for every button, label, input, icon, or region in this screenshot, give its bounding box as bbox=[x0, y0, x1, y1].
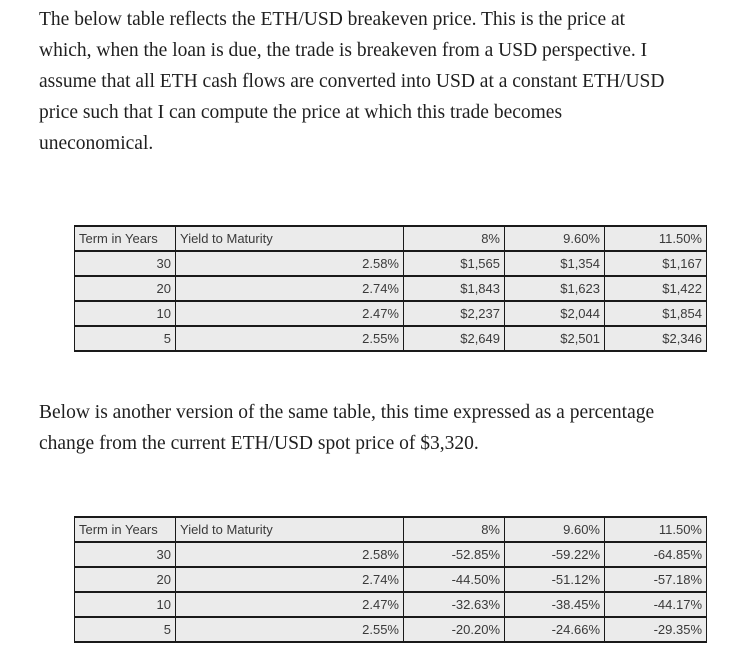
table-row: 30 2.58% $1,565 $1,354 $1,167 bbox=[74, 250, 707, 277]
cell-change-11-5pct: -64.85% bbox=[604, 541, 707, 568]
cell-change-9-6pct: -59.22% bbox=[504, 541, 605, 568]
paragraph-line: change from the current ETH/USD spot pri… bbox=[39, 433, 479, 454]
percentage-change-table: Term in Years Yield to Maturity 8% 9.60%… bbox=[74, 516, 707, 643]
table-row: 20 2.74% $1,843 $1,623 $1,422 bbox=[74, 275, 707, 302]
paragraph-line: uneconomical. bbox=[39, 133, 154, 154]
column-header-11-5pct: 11.50% bbox=[604, 225, 707, 252]
cell-price-9-6pct: $1,354 bbox=[504, 250, 605, 277]
column-header-ytm: Yield to Maturity bbox=[175, 225, 404, 252]
cell-change-8pct: -52.85% bbox=[403, 541, 505, 568]
column-header-term: Term in Years bbox=[74, 225, 176, 252]
table-header-row: Term in Years Yield to Maturity 8% 9.60%… bbox=[74, 225, 707, 252]
cell-price-11-5pct: $1,422 bbox=[604, 275, 707, 302]
cell-term: 30 bbox=[74, 250, 176, 277]
table-row: 5 2.55% -20.20% -24.66% -29.35% bbox=[74, 616, 707, 643]
cell-change-8pct: -32.63% bbox=[403, 591, 505, 618]
cell-change-11-5pct: -29.35% bbox=[604, 616, 707, 643]
cell-term: 20 bbox=[74, 275, 176, 302]
cell-ytm: 2.55% bbox=[175, 325, 404, 352]
column-header-ytm: Yield to Maturity bbox=[175, 516, 404, 543]
cell-price-9-6pct: $1,623 bbox=[504, 275, 605, 302]
paragraph-line: Below is another version of the same tab… bbox=[39, 402, 655, 423]
cell-price-8pct: $1,843 bbox=[403, 275, 505, 302]
cell-price-9-6pct: $2,044 bbox=[504, 300, 605, 327]
column-header-9-6pct: 9.60% bbox=[504, 225, 605, 252]
cell-change-11-5pct: -57.18% bbox=[604, 566, 707, 593]
cell-ytm: 2.58% bbox=[175, 250, 404, 277]
cell-term: 5 bbox=[74, 616, 176, 643]
paragraph-line: assume that all ETH cash flows are conve… bbox=[39, 71, 665, 92]
cell-change-9-6pct: -38.45% bbox=[504, 591, 605, 618]
cell-term: 10 bbox=[74, 300, 176, 327]
column-header-8pct: 8% bbox=[403, 516, 505, 543]
cell-ytm: 2.74% bbox=[175, 275, 404, 302]
paragraph-line: The below table reflects the ETH/USD bre… bbox=[39, 9, 626, 30]
cell-price-8pct: $1,565 bbox=[403, 250, 505, 277]
table-row: 10 2.47% $2,237 $2,044 $1,854 bbox=[74, 300, 707, 327]
cell-ytm: 2.47% bbox=[175, 591, 404, 618]
cell-change-8pct: -44.50% bbox=[403, 566, 505, 593]
cell-price-8pct: $2,649 bbox=[403, 325, 505, 352]
column-header-9-6pct: 9.60% bbox=[504, 516, 605, 543]
paragraph-line: which, when the loan is due, the trade i… bbox=[39, 40, 648, 61]
table-row: 20 2.74% -44.50% -51.12% -57.18% bbox=[74, 566, 707, 593]
cell-price-11-5pct: $1,167 bbox=[604, 250, 707, 277]
cell-term: 30 bbox=[74, 541, 176, 568]
table-row: 5 2.55% $2,649 $2,501 $2,346 bbox=[74, 325, 707, 352]
breakeven-price-table: Term in Years Yield to Maturity 8% 9.60%… bbox=[74, 225, 707, 352]
cell-ytm: 2.74% bbox=[175, 566, 404, 593]
table-row: 30 2.58% -52.85% -59.22% -64.85% bbox=[74, 541, 707, 568]
cell-price-11-5pct: $1,854 bbox=[604, 300, 707, 327]
cell-price-9-6pct: $2,501 bbox=[504, 325, 605, 352]
cell-change-9-6pct: -24.66% bbox=[504, 616, 605, 643]
paragraph-line: price such that I can compute the price … bbox=[39, 102, 563, 123]
percentage-note-paragraph: Below is another version of the same tab… bbox=[39, 397, 654, 459]
cell-change-11-5pct: -44.17% bbox=[604, 591, 707, 618]
intro-paragraph: The below table reflects the ETH/USD bre… bbox=[39, 4, 664, 159]
cell-change-8pct: -20.20% bbox=[403, 616, 505, 643]
column-header-8pct: 8% bbox=[403, 225, 505, 252]
column-header-11-5pct: 11.50% bbox=[604, 516, 707, 543]
cell-term: 10 bbox=[74, 591, 176, 618]
cell-ytm: 2.47% bbox=[175, 300, 404, 327]
cell-change-9-6pct: -51.12% bbox=[504, 566, 605, 593]
cell-term: 20 bbox=[74, 566, 176, 593]
cell-ytm: 2.55% bbox=[175, 616, 404, 643]
table-row: 10 2.47% -32.63% -38.45% -44.17% bbox=[74, 591, 707, 618]
cell-price-11-5pct: $2,346 bbox=[604, 325, 707, 352]
cell-term: 5 bbox=[74, 325, 176, 352]
table-header-row: Term in Years Yield to Maturity 8% 9.60%… bbox=[74, 516, 707, 543]
column-header-term: Term in Years bbox=[74, 516, 176, 543]
cell-price-8pct: $2,237 bbox=[403, 300, 505, 327]
cell-ytm: 2.58% bbox=[175, 541, 404, 568]
